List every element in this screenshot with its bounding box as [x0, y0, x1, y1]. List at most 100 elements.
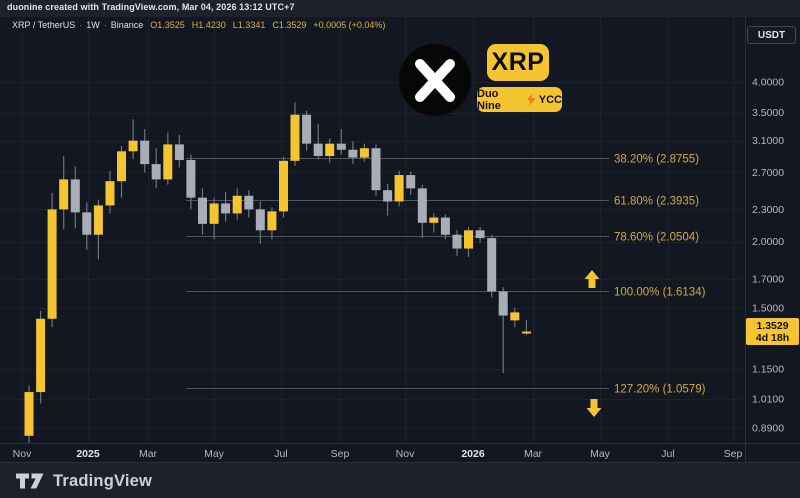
candle — [117, 145, 126, 198]
separator: · — [79, 20, 83, 30]
price-tick-label: 2.0000 — [752, 236, 784, 248]
time-tick-label: Sep — [724, 448, 743, 460]
current-price-badge: 1.3529 4d 18h — [746, 318, 799, 346]
candle — [383, 183, 393, 216]
candle — [267, 207, 277, 240]
bar-countdown: 4d 18h — [755, 331, 790, 344]
candle — [128, 119, 138, 160]
down-arrow-icon — [586, 399, 602, 417]
community-badge: Duo Nine YCC — [477, 87, 562, 112]
fib-label: 100.00% (1.6134) — [614, 287, 706, 299]
candle — [47, 192, 57, 327]
candle — [487, 234, 497, 298]
xrp-logo-icon — [399, 44, 471, 116]
candle — [464, 227, 473, 258]
price-tick-label: 3.1000 — [752, 135, 784, 147]
candle — [232, 188, 242, 220]
ohlc-open: O1.3525 — [150, 20, 185, 30]
candle — [82, 202, 92, 250]
annotation-arrows — [584, 270, 602, 417]
fib-label: 38.20% (2.8755) — [614, 154, 699, 166]
time-tick-label: 2026 — [461, 448, 485, 460]
time-tick-label: May — [204, 448, 225, 460]
candle — [279, 156, 288, 218]
candle — [198, 188, 207, 235]
symbol-name[interactable]: XRP / TetherUS — [12, 20, 76, 30]
time-tick-label: 2025 — [76, 448, 100, 460]
time-tick-label: Nov — [13, 448, 32, 460]
separator: · — [103, 20, 107, 30]
candle — [174, 134, 184, 168]
tradingview-wordmark[interactable]: TradingView — [53, 471, 153, 490]
fib-retracement[interactable]: 38.20% (2.8755) 61.80% (2.3935) 78.60% (2.… — [186, 154, 706, 396]
price-tick-label: 1.0100 — [752, 393, 784, 405]
candlestick-series[interactable] — [24, 102, 531, 446]
fib-label: 61.80% (2.3935) — [614, 196, 699, 208]
interval-label[interactable]: 1W — [86, 20, 100, 30]
candle — [105, 170, 115, 214]
time-tick-label: Mar — [524, 448, 543, 460]
candle — [510, 307, 520, 327]
candle — [406, 171, 416, 195]
candle — [70, 166, 80, 229]
candle — [93, 199, 103, 260]
attribution-bar — [0, 0, 800, 17]
fib-label: 78.60% (2.0504) — [614, 232, 699, 244]
community-badge-right: YCC — [538, 93, 562, 106]
tradingview-logo-icon[interactable] — [15, 471, 45, 491]
footer-bar: TradingView — [0, 462, 800, 498]
price-tick-label: 3.5000 — [752, 107, 784, 119]
price-tick-label: 0.8900 — [752, 422, 784, 434]
candle — [417, 184, 427, 239]
candle — [59, 156, 69, 230]
currency-toggle-button[interactable]: USDT — [747, 26, 796, 44]
time-tick-label: Jul — [274, 448, 287, 460]
candle — [475, 227, 485, 243]
candle — [440, 214, 450, 240]
ohlc-high: H1.4230 — [191, 20, 226, 30]
candle — [521, 319, 531, 335]
candle — [348, 141, 358, 165]
candle — [336, 129, 346, 155]
price-tick-label: 1.5000 — [752, 302, 784, 314]
candle — [186, 154, 196, 210]
current-price-value: 1.3529 — [756, 319, 789, 332]
candle — [325, 138, 335, 163]
price-axis[interactable]: 4.0000 3.5000 3.1000 2.7000 2.3000 2.0000 1.70… — [752, 77, 784, 435]
price-tick-label: 2.3000 — [752, 204, 784, 216]
time-tick-label: Nov — [396, 448, 415, 460]
candle — [36, 310, 46, 404]
price-tick-label: 4.0000 — [752, 77, 784, 89]
exchange-label: Binance — [110, 20, 144, 30]
community-badge-left: Duo Nine — [477, 87, 501, 112]
time-tick-label: May — [590, 448, 611, 460]
coin-ticker-badge: XRP — [487, 44, 549, 81]
price-tick-label: 2.7000 — [752, 167, 784, 179]
time-tick-label: Sep — [331, 448, 350, 460]
candle — [498, 287, 508, 373]
up-arrow-icon — [584, 270, 600, 288]
candle — [313, 124, 323, 160]
candle — [452, 230, 462, 256]
time-tick-label: Mar — [139, 448, 158, 460]
candle — [359, 143, 369, 162]
candle — [151, 148, 161, 189]
fib-label: 127.20% (1.0579) — [614, 384, 706, 396]
candle — [209, 197, 219, 240]
lightning-bolt-icon — [527, 93, 536, 106]
candle — [221, 192, 231, 222]
ohlc-change: +0.0005 (+0.04%) — [313, 20, 386, 30]
price-tick-label: 1.7000 — [752, 273, 784, 285]
candle — [244, 190, 254, 218]
candle — [302, 110, 312, 151]
candle — [140, 129, 150, 173]
time-tick-label: Jul — [661, 448, 674, 460]
chart-canvas[interactable]: 38.20% (2.8755) 61.80% (2.3935) 78.60% (2.… — [0, 0, 800, 462]
price-tick-label: 1.1500 — [752, 363, 784, 375]
grid-lines — [0, 17, 745, 443]
ohlc-close: C1.3529 — [272, 20, 307, 30]
candle — [371, 144, 381, 196]
axis-borders — [0, 17, 800, 462]
time-axis[interactable]: Nov 2025 Mar May Jul Sep Nov 2026 Mar May Jul Sep — [13, 448, 743, 460]
